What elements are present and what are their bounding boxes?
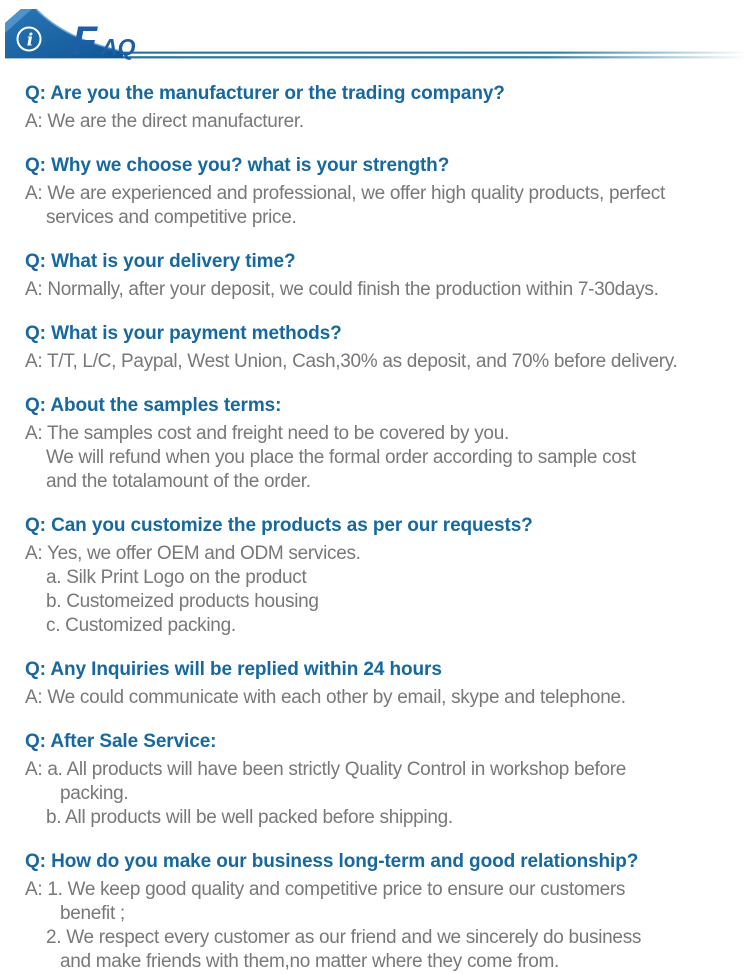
answer-line: A: The samples cost and freight need to … <box>25 423 509 444</box>
faq-block: Q: After Sale Service: A: a. All product… <box>25 730 742 830</box>
faq-block: Q: What is your payment methods? A: T/T,… <box>25 322 742 374</box>
faq-block: Q: Can you customize the products as per… <box>25 514 742 638</box>
info-icon <box>16 26 42 52</box>
answer-line: b. All products will be well packed befo… <box>46 807 453 828</box>
faq-answer: A: We could communicate with each other … <box>25 686 742 710</box>
answer-line: A: T/T, L/C, Paypal, West Union, Cash,30… <box>25 351 678 372</box>
answer-line: and the totalamount of the order. <box>46 471 311 492</box>
faq-ribbon-shape <box>5 9 123 58</box>
faq-block: Q: How do you make our business long-ter… <box>25 850 742 974</box>
faq-answer: A: We are the direct manufacturer. <box>25 110 742 134</box>
faq-question: Q: What is your payment methods? <box>25 323 342 344</box>
faq-answer: A: 1. We keep good quality and competiti… <box>25 878 742 974</box>
faq-question: Q: Are you the manufacturer or the tradi… <box>25 83 505 104</box>
faq-question: Q: Can you customize the products as per… <box>25 515 533 536</box>
answer-line: a. Silk Print Logo on the product <box>46 567 307 588</box>
answer-line: A: 1. We keep good quality and competiti… <box>25 879 626 900</box>
faq-block: Q: Any Inquiries will be replied within … <box>25 658 742 710</box>
faq-header-graphic: i F AQ <box>5 8 748 64</box>
answer-line: A: Yes, we offer OEM and ODM services. <box>25 543 361 564</box>
answer-line: and make friends with them,no matter whe… <box>60 951 559 972</box>
faq-ribbon-accent <box>5 9 32 33</box>
faq-block: Q: About the samples terms: A: The sampl… <box>25 394 742 494</box>
faq-block: Q: Are you the manufacturer or the tradi… <box>25 82 742 134</box>
header-rule-top <box>60 51 748 54</box>
answer-line: c. Customized packing. <box>46 615 236 636</box>
faq-question: Q: Any Inquiries will be replied within … <box>25 659 442 680</box>
faq-ribbon-edge <box>35 8 124 53</box>
faq-answer: A: We are experienced and professional, … <box>25 182 742 230</box>
answer-line: A: We could communicate with each other … <box>25 687 626 708</box>
answer-line: A: a. All products will have been strict… <box>25 759 627 780</box>
faq-question: Q: Why we choose you? what is your stren… <box>25 155 450 176</box>
faq-answer: A: Normally, after your deposit, we coul… <box>25 278 742 302</box>
faq-title-rest: AQ <box>100 34 136 60</box>
answer-line: services and competitive price. <box>46 207 297 228</box>
faq-question: Q: How do you make our business long-ter… <box>25 851 639 872</box>
answer-line: benefit ; <box>60 903 125 924</box>
faq-answer: A: Yes, we offer OEM and ODM services. a.… <box>25 542 742 638</box>
faq-answer: A: T/T, L/C, Paypal, West Union, Cash,30… <box>25 350 742 374</box>
answer-line: A: We are experienced and professional, … <box>25 183 665 204</box>
header-rule-bottom <box>5 56 748 59</box>
answer-line: We will refund when you place the formal… <box>46 447 636 468</box>
faq-question: Q: What is your delivery time? <box>25 251 296 272</box>
answer-line: 2. We respect every customer as our frie… <box>46 927 642 948</box>
faq-block: Q: Why we choose you? what is your stren… <box>25 154 742 230</box>
answer-line: A: We are the direct manufacturer. <box>25 111 304 132</box>
faq-header: i F AQ <box>0 0 750 64</box>
faq-question: Q: About the samples terms: <box>25 395 282 416</box>
faq-answer: A: a. All products will have been strict… <box>25 758 742 830</box>
faq-list: Q: Are you the manufacturer or the tradi… <box>0 64 750 974</box>
answer-line: A: Normally, after your deposit, we coul… <box>25 279 659 300</box>
answer-line: b. Customeized products housing <box>46 591 319 612</box>
faq-title-initial: F <box>72 18 98 64</box>
faq-answer: A: The samples cost and freight need to … <box>25 422 742 494</box>
answer-line: packing. <box>60 783 129 804</box>
faq-block: Q: What is your delivery time? A: Normal… <box>25 250 742 302</box>
faq-question: Q: After Sale Service: <box>25 731 217 752</box>
info-icon-glyph: i <box>27 31 33 51</box>
